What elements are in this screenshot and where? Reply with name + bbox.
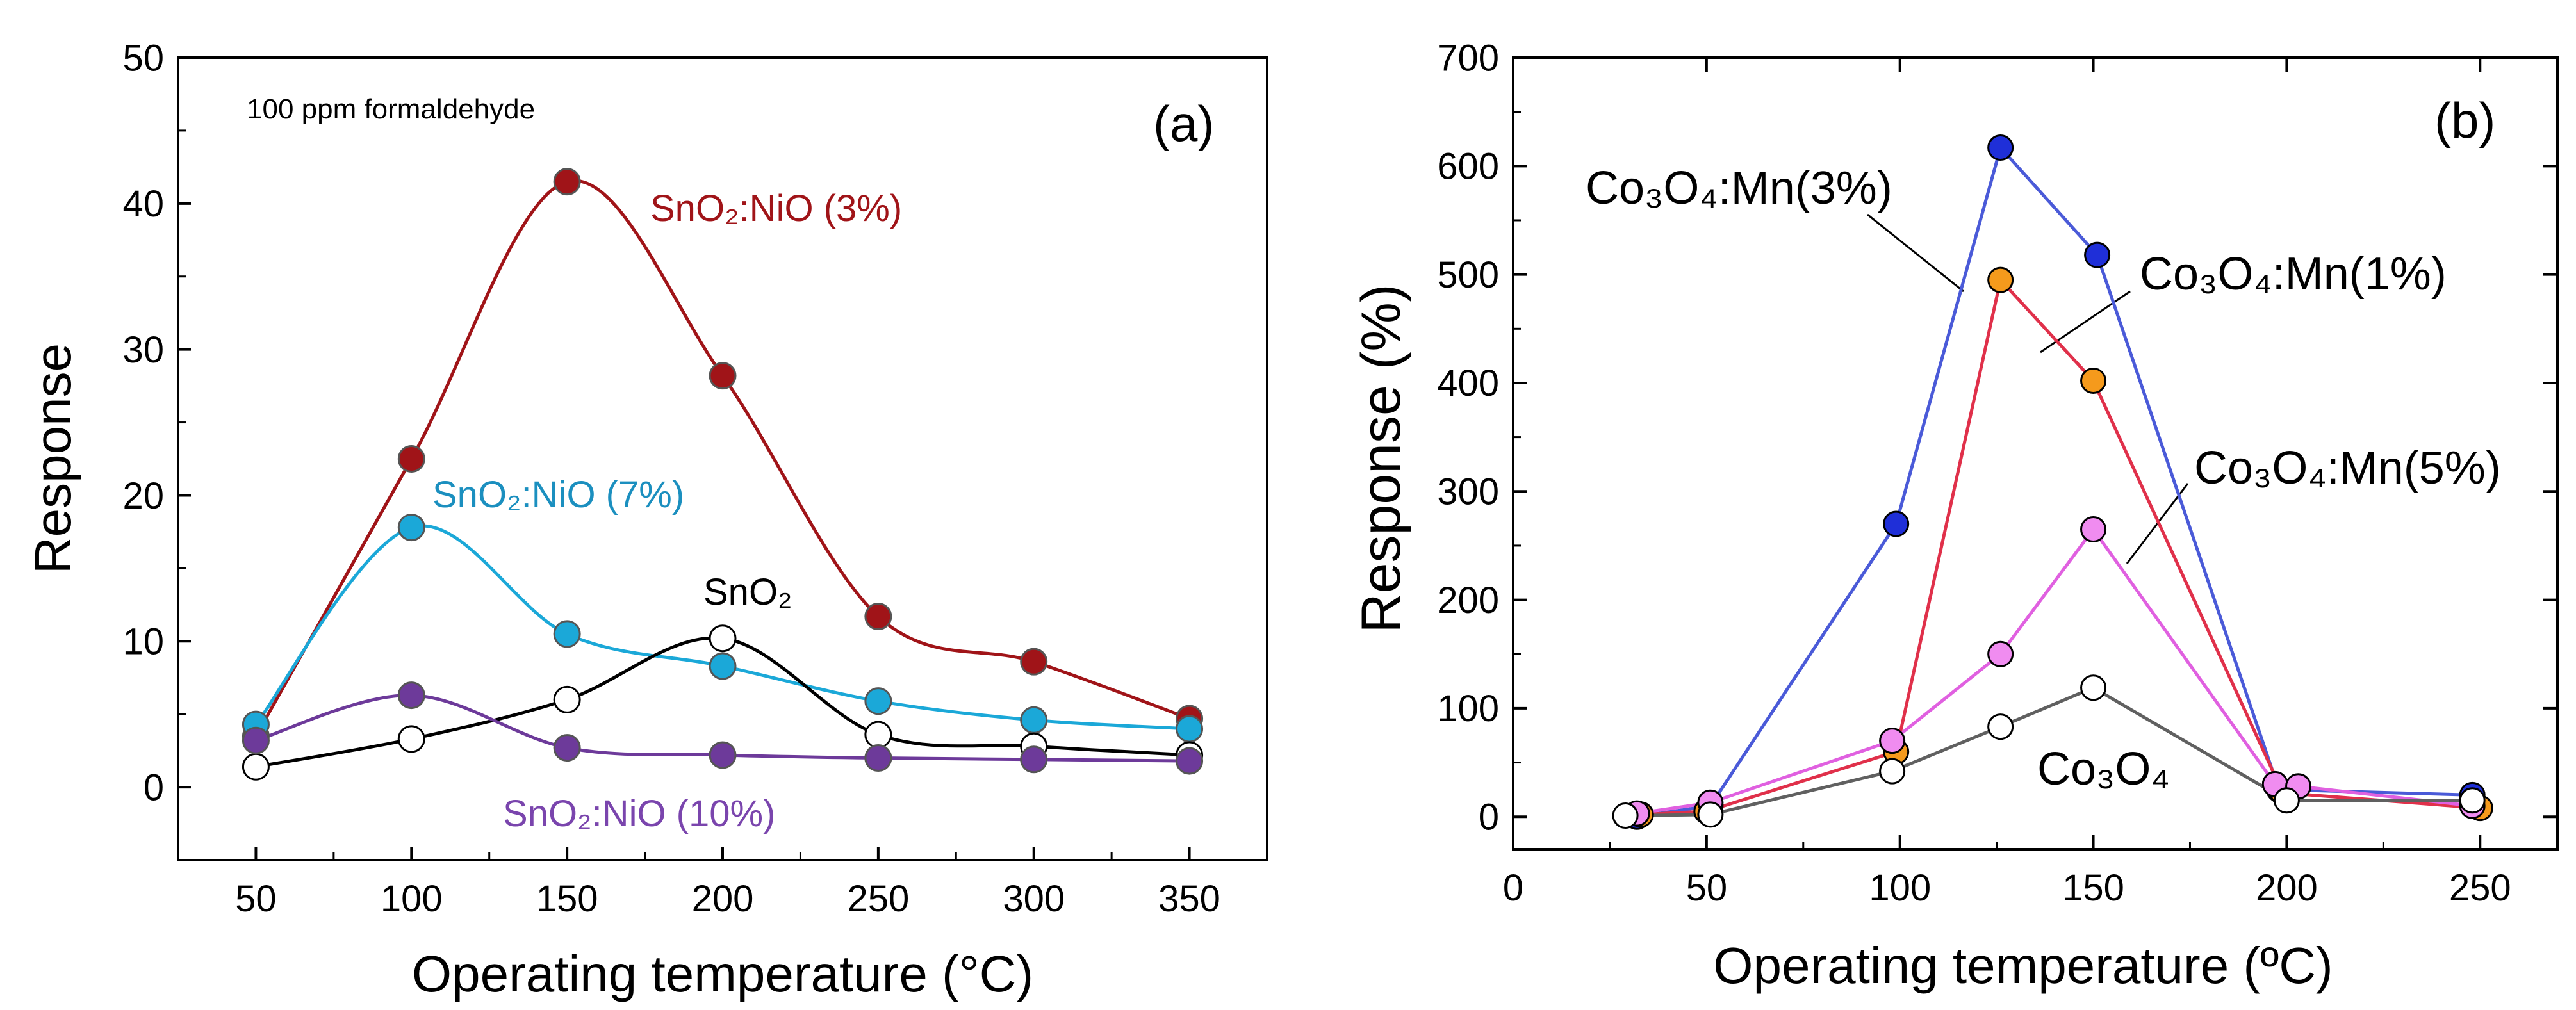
data-point-co3o4 <box>2459 787 2486 814</box>
data-point-sno2-nio-7 <box>553 620 581 648</box>
data-point-sno2-nio-10 <box>1176 747 1204 775</box>
data-point-co3o4-mn-5 <box>1987 640 2014 667</box>
data-point-sno2-nio-3 <box>553 168 581 196</box>
y-tick-label: 50 <box>122 37 164 79</box>
series-line-co3o4-mn-1 <box>1641 276 2481 817</box>
data-point-co3o4 <box>2273 787 2300 814</box>
x-tick-label: 250 <box>2449 867 2511 909</box>
data-point-co3o4-mn-3 <box>1883 510 1910 537</box>
y-tick-label: 30 <box>122 329 164 371</box>
series-label-sno2: SnO₂ <box>703 571 792 613</box>
y-tick-label: 0 <box>1479 797 1499 838</box>
data-point-co3o4-mn-1 <box>1987 266 2014 293</box>
series-label-co3o4-mn5: Co₃O₄:Mn(5%) <box>2194 443 2501 494</box>
x-tick-label: 350 <box>1158 878 1220 920</box>
data-point-co3o4-mn-1 <box>2080 368 2107 395</box>
data-point-sno2 <box>864 721 892 749</box>
data-point-co3o4-mn-5 <box>1879 728 1906 754</box>
x-tick-label: 150 <box>536 878 598 920</box>
x-tick-label: 100 <box>381 878 443 920</box>
x-tick-label: 0 <box>1503 867 1523 909</box>
panel-b-frame <box>1512 56 2559 851</box>
panel-b-x-axis-label: Operating temperature (ºC) <box>1713 937 2333 994</box>
y-tick-label: 10 <box>122 621 164 663</box>
y-tick-label: 300 <box>1437 471 1499 513</box>
y-tick-label: 40 <box>122 183 164 225</box>
data-point-sno2 <box>709 624 737 653</box>
x-tick-label: 100 <box>1869 867 1931 909</box>
panel-a-annotation: 100 ppm formaldehyde <box>247 94 535 125</box>
data-point-sno2-nio-10 <box>553 734 581 762</box>
x-tick-label: 150 <box>2062 867 2124 909</box>
data-point-sno2 <box>242 753 270 781</box>
data-point-sno2 <box>553 685 581 713</box>
panel-a-chart: 50 100 150 200 250 300 350 0 10 20 30 40 50 100 ppm … <box>24 37 1268 1002</box>
data-point-sno2-nio-10 <box>242 726 270 754</box>
y-tick-label: 200 <box>1437 580 1499 621</box>
y-tick-label: 20 <box>122 475 164 517</box>
panel-a-frame <box>177 56 1268 861</box>
data-point-sno2-nio-3 <box>864 603 892 631</box>
data-point-sno2-nio-7 <box>1176 715 1204 743</box>
x-tick-label: 50 <box>235 878 277 920</box>
x-tick-label: 200 <box>2256 867 2318 909</box>
panel-b-y-axis-label: Response (%) <box>1350 284 1412 633</box>
y-tick-label: 500 <box>1437 254 1499 296</box>
data-point-sno2-nio-7 <box>709 652 737 680</box>
series-label-sno2-nio-3: SnO₂:NiO (3%) <box>650 188 902 229</box>
data-point-sno2-nio-10 <box>397 681 425 710</box>
y-tick-label: 700 <box>1437 37 1499 79</box>
data-point-co3o4 <box>1697 801 1724 828</box>
y-tick-label: 600 <box>1437 146 1499 188</box>
y-tick-label: 400 <box>1437 362 1499 404</box>
data-point-sno2-nio-7 <box>397 514 425 542</box>
panel-a-markers <box>242 168 1204 781</box>
data-point-sno2-nio-7 <box>864 687 892 715</box>
data-point-sno2-nio-10 <box>864 744 892 772</box>
data-point-co3o4-mn-3 <box>1987 134 2014 161</box>
data-point-sno2-nio-3 <box>709 362 737 390</box>
series-label-co3o4-mn3: Co₃O₄:Mn(3%) <box>1586 163 1892 214</box>
panel-a-y-axis-label: Response <box>24 343 81 574</box>
series-label-sno2-nio-10: SnO₂:NiO (10%) <box>503 793 775 835</box>
panel-b-markers <box>1612 134 2493 830</box>
data-point-sno2-nio-7 <box>1020 706 1048 734</box>
panel-a-axes: 50 100 150 200 250 300 350 0 10 20 30 40 50 <box>122 37 1220 920</box>
x-tick-label: 50 <box>1686 867 1728 909</box>
series-label-co3o4: Co₃O₄ <box>2037 744 2170 795</box>
panel-a-label: (a) <box>1153 95 1214 152</box>
data-point-co3o4-mn-3 <box>2084 241 2111 268</box>
data-point-co3o4 <box>1987 713 2014 740</box>
x-tick-label: 250 <box>847 878 909 920</box>
data-point-sno2-nio-3 <box>1020 648 1048 676</box>
data-point-sno2-nio-10 <box>1020 745 1048 774</box>
y-tick-label: 0 <box>144 767 164 808</box>
leader-line-mn3 <box>1867 213 1964 293</box>
data-point-co3o4 <box>1612 802 1639 829</box>
y-tick-label: 100 <box>1437 688 1499 729</box>
series-line-sno2-nio-3 <box>254 179 1190 737</box>
series-label-co3o4-mn1: Co₃O₄:Mn(1%) <box>2140 248 2447 300</box>
x-tick-label: 300 <box>1003 878 1065 920</box>
data-point-sno2-nio-3 <box>397 445 425 473</box>
series-label-sno2-nio-7: SnO₂:NiO (7%) <box>432 474 684 516</box>
data-point-sno2 <box>397 725 425 753</box>
data-point-co3o4-mn-5 <box>2080 516 2107 543</box>
data-point-sno2-nio-10 <box>709 741 737 769</box>
x-tick-label: 200 <box>692 878 754 920</box>
data-point-co3o4 <box>2080 674 2107 701</box>
panel-a-x-axis-label: Operating temperature (°C) <box>412 945 1033 1002</box>
leader-line-mn1 <box>2040 290 2131 354</box>
panel-b-label: (b) <box>2434 92 2495 149</box>
panel-b-chart: 0 50 100 150 200 250 0 100 200 300 400 500 600 700 (b… <box>1350 37 2559 994</box>
data-point-co3o4 <box>1879 758 1906 785</box>
panel-b-axes: 0 50 100 150 200 250 0 100 200 300 400 500 600 700 <box>1437 37 2557 909</box>
